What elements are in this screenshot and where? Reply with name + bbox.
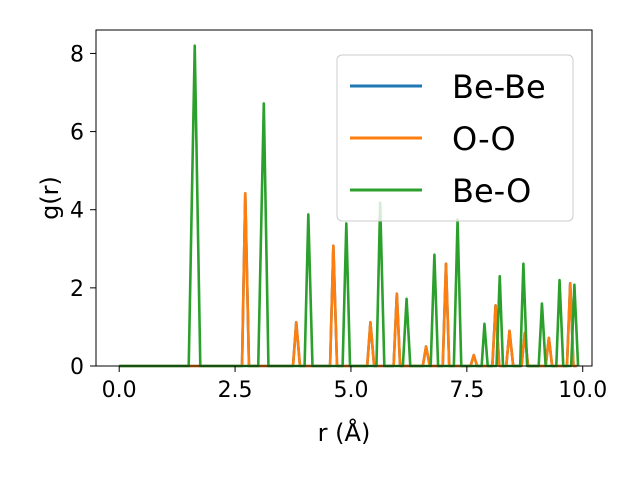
x-tick-label: 7.5 [449, 378, 484, 403]
y-tick-label: 6 [70, 121, 84, 146]
x-tick-label: 2.5 [218, 378, 253, 403]
x-axis-title: r (Å) [318, 418, 371, 447]
y-tick-label: 8 [70, 42, 84, 67]
legend-label-be-be: Be-Be [452, 68, 546, 106]
legend-box [336, 54, 574, 222]
x-axis: 0.0 2.5 5.0 7.5 10.0 [102, 366, 607, 403]
y-axis-title: g(r) [36, 176, 64, 220]
y-tick-label: 2 [70, 277, 84, 302]
x-tick-label: 10.0 [558, 378, 607, 403]
y-tick-label: 4 [70, 199, 84, 224]
legend-label-o-o: O-O [452, 120, 516, 158]
x-tick-label: 0.0 [102, 378, 137, 403]
y-tick-label: 0 [70, 355, 84, 380]
legend: Be-Be O-O Be-O [336, 54, 574, 222]
legend-label-be-o: Be-O [452, 172, 531, 210]
x-tick-label: 5.0 [333, 378, 368, 403]
plot-frame [95, 29, 593, 367]
y-axis: 0 2 4 6 8 [70, 42, 96, 380]
